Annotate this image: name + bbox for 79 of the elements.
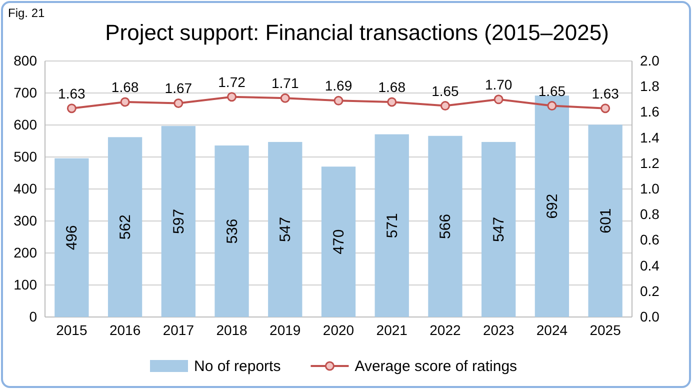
- y-tick-label: 0: [29, 308, 38, 324]
- y2-tick-label: 0.4: [640, 257, 660, 274]
- y2-tick-label: 0.2: [640, 282, 660, 299]
- y2-tick-label: 0.8: [640, 206, 660, 222]
- caption: Fig. 21: [8, 6, 46, 20]
- x-tick-label: 2024: [536, 322, 568, 338]
- data-label: 496: [64, 225, 81, 250]
- x-tick-label: 2018: [216, 322, 248, 338]
- y2-tick-label: 0.0: [640, 308, 660, 324]
- point: [174, 98, 184, 108]
- bar: [54, 158, 89, 317]
- data-label: 1.68: [378, 78, 406, 95]
- data-label: 547: [490, 216, 508, 242]
- bar: [214, 145, 249, 317]
- y-tick-label: 400: [14, 180, 38, 196]
- point: [120, 97, 130, 107]
- data-label: 566: [437, 214, 454, 239]
- data-label: 536: [224, 218, 241, 244]
- data-label: 1.65: [538, 82, 566, 99]
- data-label: 1.68: [111, 78, 139, 95]
- x-tick-label: 2017: [162, 322, 194, 338]
- x-tick-label: 2022: [430, 322, 462, 338]
- x-tick-label: 2021: [376, 322, 408, 338]
- data-label: 692: [544, 194, 561, 219]
- data-label: 1.72: [218, 74, 246, 90]
- data-label: 1.65: [432, 82, 460, 99]
- legend-label: No of reports: [194, 358, 281, 375]
- bar: [534, 96, 570, 317]
- y-tick-label: 800: [14, 52, 38, 68]
- data-label: 601: [597, 208, 614, 234]
- data-label: 1.63: [592, 85, 620, 102]
- x-tick-label: 2015: [56, 322, 88, 338]
- bar: [374, 134, 409, 317]
- point: [334, 96, 344, 106]
- data-label: 562: [117, 214, 134, 240]
- y2-tick-label: 1.6: [640, 104, 660, 120]
- point: [494, 94, 504, 104]
- y-tick-label: 300: [14, 212, 38, 228]
- y2-tick-label: 1.0: [640, 180, 660, 196]
- point: [440, 101, 450, 111]
- bar: [161, 126, 196, 317]
- y2-tick-label: 1.4: [640, 129, 660, 146]
- y-tick-label: 100: [14, 276, 38, 292]
- data-label: 597: [170, 208, 188, 234]
- data-label: 547: [277, 216, 294, 242]
- y-tick-label: 500: [14, 148, 38, 164]
- data-label: 1.71: [272, 75, 299, 92]
- bar: [108, 137, 142, 317]
- y-tick-label: 200: [14, 244, 38, 260]
- y-tick-label: 600: [14, 116, 38, 132]
- data-label: 1.67: [164, 80, 192, 96]
- x-tick-label: 2020: [322, 322, 354, 338]
- point: [66, 104, 76, 114]
- bar: [321, 166, 356, 317]
- y2-tick-label: 1.8: [640, 78, 660, 94]
- y2-tick-label: 1.2: [640, 154, 660, 171]
- data-label: 470: [330, 229, 348, 254]
- chart-title: Project support: Financial transactions (2015–2025): [105, 20, 609, 45]
- point: [547, 101, 557, 111]
- data-label: 571: [384, 213, 401, 238]
- y-tick-label: 700: [14, 84, 38, 100]
- bar: [268, 142, 302, 317]
- data-label: 1.70: [484, 76, 512, 92]
- legend-label: Average score of ratings: [354, 358, 518, 375]
- bar: [428, 136, 462, 317]
- bar: [588, 124, 622, 317]
- x-tick-label: 2019: [270, 322, 301, 338]
- x-tick-label: 2016: [109, 322, 141, 338]
- point: [280, 93, 290, 103]
- bar: [482, 142, 516, 317]
- data-label: 1.63: [58, 85, 86, 102]
- point: [387, 97, 397, 107]
- y2-tick-label: 2.0: [640, 52, 660, 68]
- point: [600, 104, 610, 114]
- x-tick-label: 2025: [590, 322, 622, 338]
- point: [227, 92, 237, 102]
- x-tick-label: 2023: [483, 322, 514, 338]
- data-label: 1.69: [324, 78, 352, 94]
- y2-tick-label: 0.6: [640, 232, 660, 248]
